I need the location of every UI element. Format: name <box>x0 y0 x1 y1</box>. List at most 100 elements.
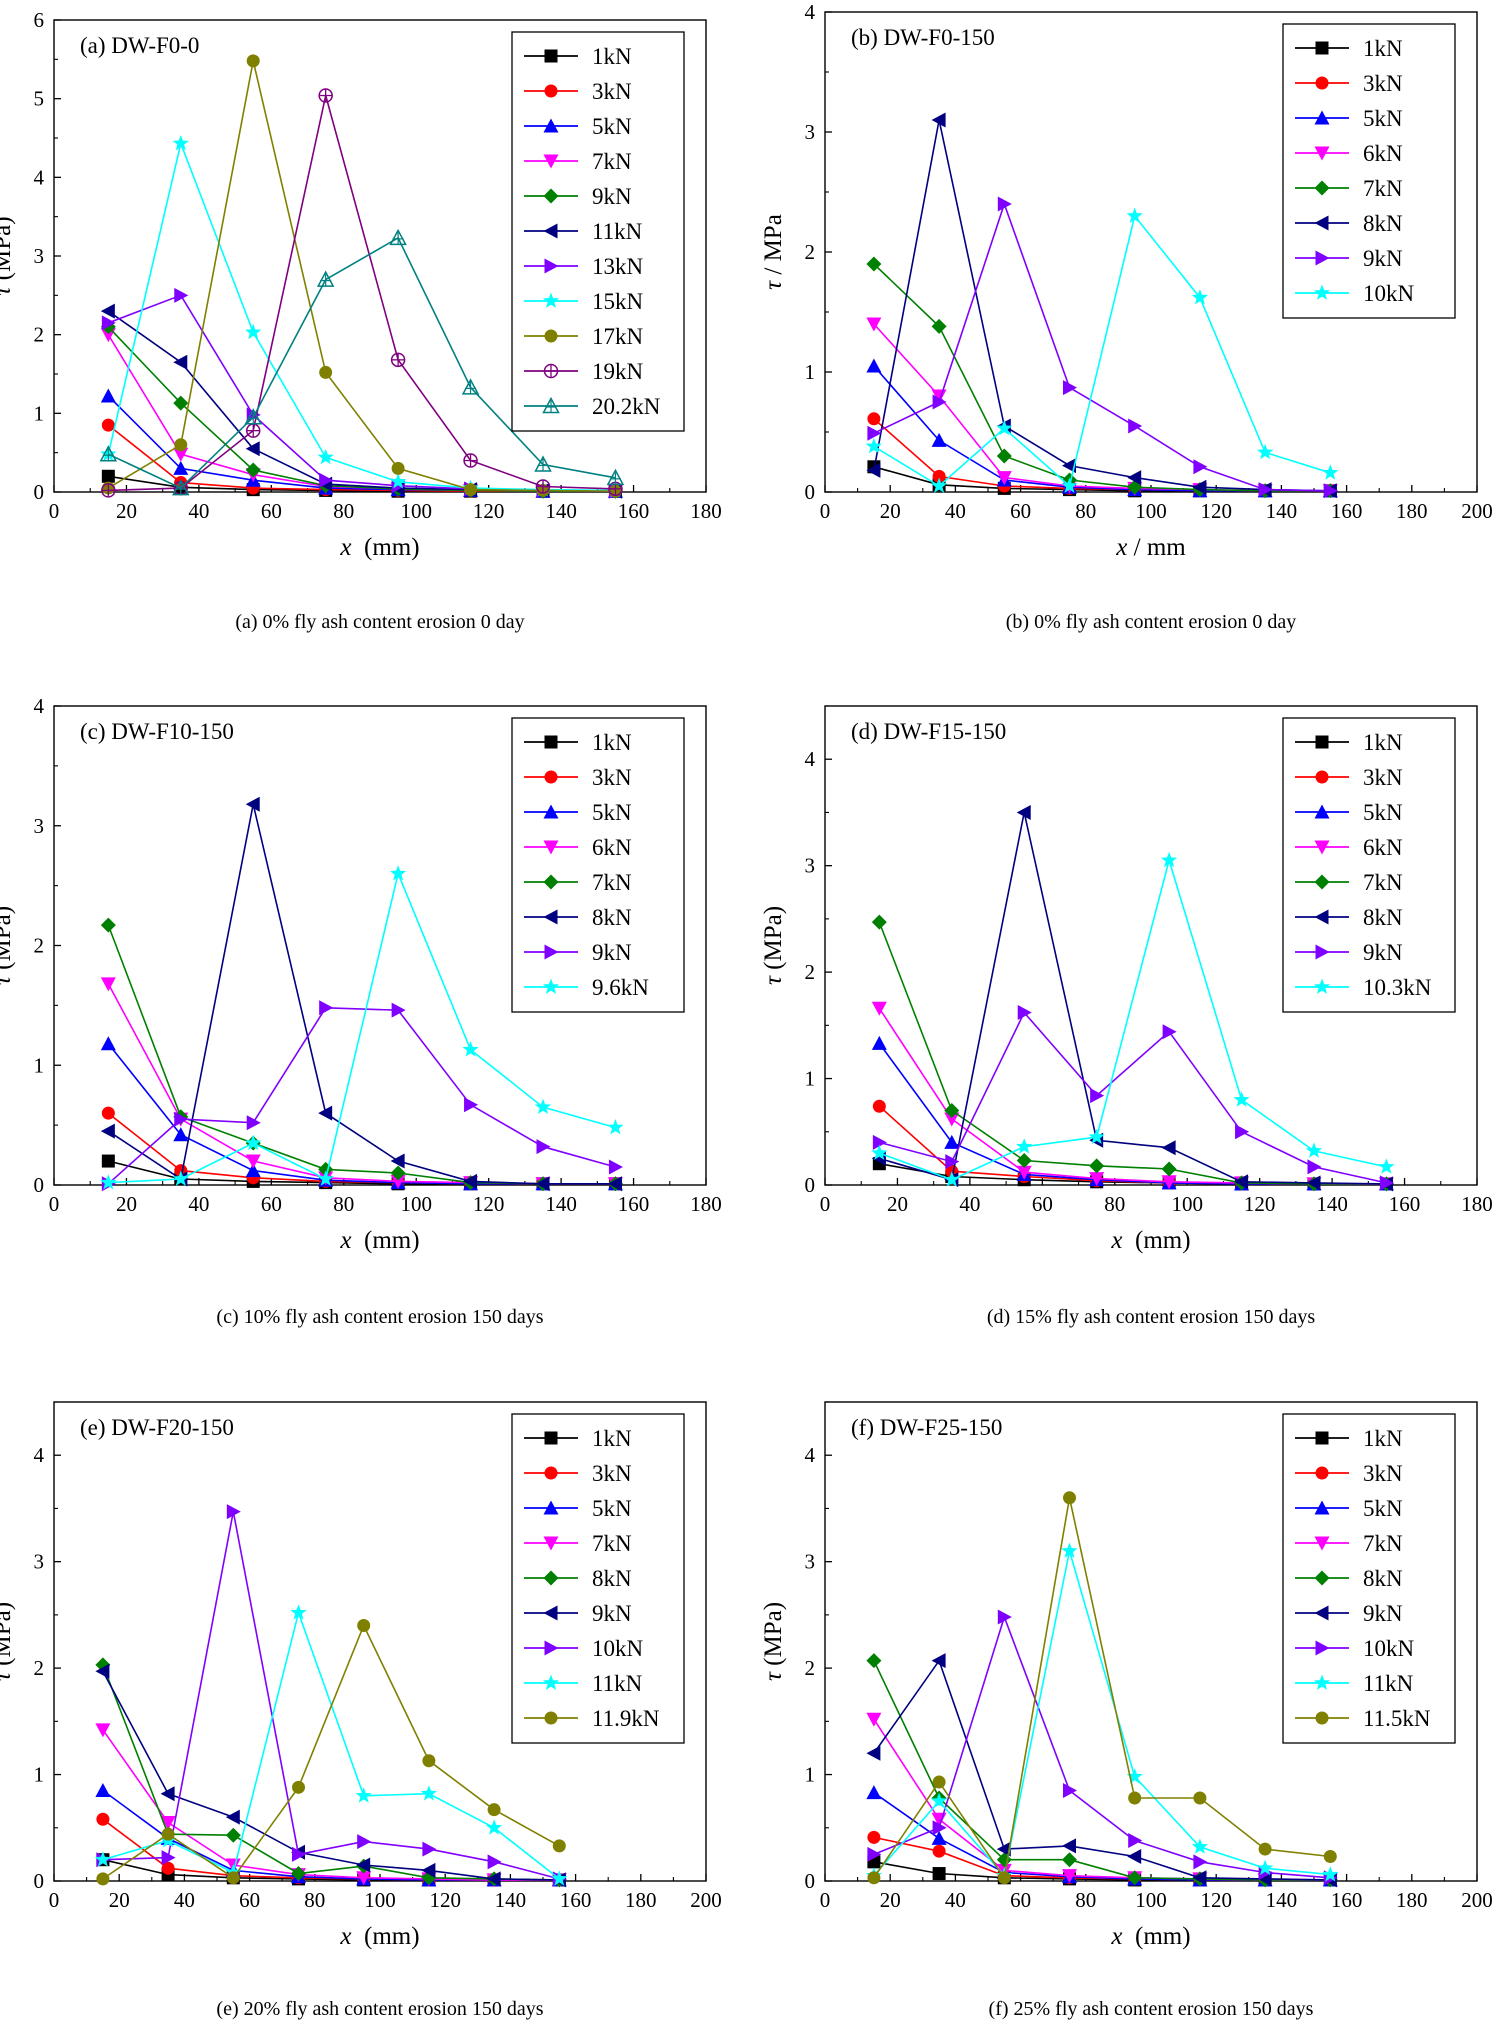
x-tick-label: 60 <box>1032 1192 1053 1216</box>
x-axis-label: x (mm) <box>339 1227 419 1254</box>
y-tick-label: 3 <box>34 244 45 268</box>
x-axis-unit: (mm) <box>364 1227 420 1254</box>
legend-item: 9kN <box>524 1601 632 1626</box>
x-tick-label: 120 <box>429 1888 461 1912</box>
legend-marker <box>1314 180 1330 196</box>
y-axis-unit: (MPa) <box>760 1602 787 1666</box>
data-point <box>1257 443 1274 460</box>
data-point <box>161 1861 175 1875</box>
data-point <box>357 1619 371 1633</box>
data-point <box>1323 483 1338 499</box>
y-axis-unit: (MPa) <box>0 1602 16 1666</box>
series-10.3kN <box>871 851 1395 1187</box>
panel-title: (e) DW-F20-150 <box>80 1415 234 1440</box>
legend-marker <box>1315 1466 1329 1480</box>
data-point <box>866 317 882 332</box>
data-point <box>316 270 335 287</box>
data-point <box>463 453 478 468</box>
data-point <box>245 423 261 438</box>
legend-item: 9.6kN <box>524 975 649 1000</box>
legend-label: 3kN <box>1363 71 1403 96</box>
legend-label: 7kN <box>592 870 632 895</box>
y-tick-label: 0 <box>805 1173 816 1197</box>
x-tick-label: 60 <box>1010 1888 1031 1912</box>
series-9kN <box>95 1663 566 1888</box>
legend-item: 5kN <box>1295 106 1403 131</box>
series-line <box>873 119 1331 492</box>
x-axis-symbol: x <box>339 1227 351 1254</box>
series-7kN <box>866 256 1338 499</box>
legend-marker <box>544 735 558 749</box>
x-tick-label: 140 <box>1266 1888 1298 1912</box>
legend-marker <box>1315 1711 1329 1725</box>
data-point <box>391 461 405 475</box>
data-point <box>1322 1866 1339 1882</box>
data-point <box>932 394 947 410</box>
data-point <box>1062 1838 1076 1854</box>
data-point <box>174 438 188 452</box>
y-tick-label: 2 <box>805 960 816 984</box>
series-line <box>873 263 1331 492</box>
data-point <box>867 1830 881 1844</box>
data-point <box>866 1712 882 1727</box>
panel-title: (f) DW-F25-150 <box>851 1415 1002 1440</box>
data-point <box>871 1144 888 1160</box>
y-tick-label: 1 <box>805 1763 816 1787</box>
legend-label: 7kN <box>592 1531 632 1556</box>
x-tick-label: 100 <box>1135 499 1167 523</box>
data-point <box>944 1112 960 1127</box>
data-point <box>535 1176 550 1192</box>
data-point <box>319 472 334 488</box>
data-point <box>1016 1138 1033 1154</box>
y-tick-label: 3 <box>805 854 816 878</box>
data-point <box>534 1098 552 1114</box>
y-tick-label: 3 <box>805 120 816 144</box>
legend-item: 11.5kN <box>1295 1706 1431 1731</box>
y-tick-label: 1 <box>34 1763 45 1787</box>
series-9kN <box>101 1000 623 1192</box>
series-line <box>102 1623 560 1880</box>
legend-item: 8kN <box>1295 211 1403 236</box>
x-axis-label: x (mm) <box>1110 1923 1190 1950</box>
legend-item: 10kN <box>524 1636 644 1661</box>
legend-marker <box>542 396 560 414</box>
data-point <box>173 447 189 462</box>
data-point <box>464 1097 479 1113</box>
legend-label: 1kN <box>592 730 632 755</box>
data-point <box>245 441 260 457</box>
legend-marker <box>544 329 558 343</box>
y-axis-symbol: τ <box>760 975 787 985</box>
data-point <box>1307 1159 1322 1175</box>
legend-label: 11kN <box>1363 1671 1414 1696</box>
legend-marker <box>1315 1431 1329 1445</box>
legend-marker <box>543 118 559 133</box>
legend-label: 5kN <box>1363 800 1403 825</box>
legend-item: 7kN <box>1295 1531 1403 1556</box>
legend-box <box>511 717 685 1013</box>
legend-marker <box>543 154 559 169</box>
y-axis-label: τ / MPa <box>760 214 787 290</box>
x-tick-label: 0 <box>49 1888 60 1912</box>
legend-label: 5kN <box>592 800 632 825</box>
x-tick-label: 180 <box>690 1192 722 1216</box>
x-axis-separator <box>352 534 365 561</box>
legend-label: 8kN <box>1363 211 1403 236</box>
data-point <box>866 1745 881 1761</box>
legend-label: 6kN <box>1363 835 1403 860</box>
x-tick-label: 20 <box>887 1192 908 1216</box>
y-tick-label: 4 <box>34 694 45 718</box>
x-tick-label: 100 <box>1171 1192 1203 1216</box>
x-tick-label: 20 <box>880 499 901 523</box>
data-point <box>100 1174 117 1190</box>
legend-marker <box>544 1711 558 1725</box>
legend-marker <box>543 804 559 819</box>
data-point <box>932 1775 946 1789</box>
legend-marker <box>544 1640 559 1656</box>
legend-item: 6kN <box>1295 141 1403 166</box>
data-point <box>1016 804 1031 820</box>
legend-item: 3kN <box>524 79 632 104</box>
data-point <box>1016 1153 1032 1169</box>
y-axis-symbol: τ <box>760 1671 787 1681</box>
series-line <box>107 236 616 490</box>
data-point <box>246 54 260 68</box>
